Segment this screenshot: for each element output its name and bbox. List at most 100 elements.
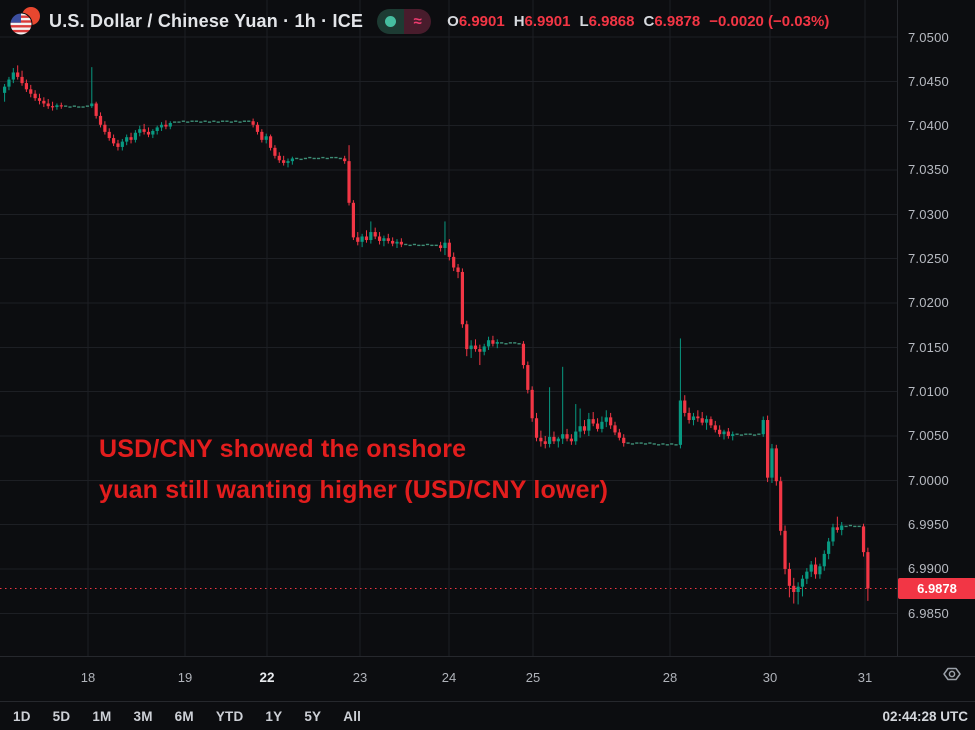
down-candle — [386, 238, 390, 241]
down-candle — [709, 419, 713, 426]
down-candle — [866, 552, 870, 589]
flat-candle-dash — [626, 442, 630, 444]
axis-settings-nut-icon[interactable] — [943, 665, 961, 683]
up-candle — [796, 586, 800, 593]
time-axis-label-22: 22 — [259, 670, 275, 685]
up-candle — [822, 553, 826, 567]
flat-candle-dash — [203, 120, 207, 122]
close-label: C — [643, 12, 655, 30]
flat-candle-dash — [635, 442, 639, 444]
flat-candle-dash — [848, 524, 853, 527]
range-button-All[interactable]: All — [343, 709, 362, 724]
flat-candle-dash — [853, 525, 857, 528]
up-candle — [443, 242, 447, 249]
range-button-1D[interactable]: 1D — [13, 709, 31, 724]
down-candle — [861, 526, 866, 553]
down-candle — [142, 129, 146, 132]
range-button-3M[interactable]: 3M — [133, 709, 153, 724]
symbol-title[interactable]: U.S. Dollar / Chinese Yuan · 1h · ICE — [49, 10, 364, 31]
candlestick-chart[interactable] — [0, 0, 897, 656]
price-axis-label: 6.9900 — [908, 561, 949, 577]
down-candle — [683, 400, 687, 413]
approx-segment[interactable]: ≈ — [404, 8, 432, 34]
down-candle — [164, 124, 168, 127]
down-candle — [526, 365, 530, 390]
down-candle — [260, 131, 264, 140]
up-candle — [704, 419, 709, 423]
flat-candle-dash — [417, 244, 421, 247]
last-price-badge: 6.9878 — [898, 577, 975, 599]
down-candle — [456, 267, 460, 272]
up-candle — [155, 127, 159, 131]
flat-candle-dash — [639, 442, 643, 444]
down-candle — [29, 89, 33, 94]
down-candle — [595, 423, 600, 429]
range-button-5D[interactable]: 5D — [52, 709, 71, 724]
up-candle — [805, 571, 809, 579]
range-button-6M[interactable]: 6M — [174, 709, 194, 724]
price-axis-label: 7.0350 — [908, 162, 949, 178]
up-candle — [369, 232, 373, 241]
flat-candle-dash — [657, 444, 661, 446]
up-candle — [722, 431, 726, 435]
down-candle — [779, 481, 783, 531]
time-axis[interactable]: 18 19 22 23 24 25 28 30 31 — [0, 656, 975, 702]
down-candle — [24, 83, 28, 90]
range-button-1Y[interactable]: 1Y — [265, 709, 283, 724]
down-candle — [521, 343, 526, 366]
indicator-on-segment[interactable] — [377, 8, 405, 34]
flat-candle-dash — [752, 434, 757, 436]
flat-candle-dash — [68, 106, 72, 108]
down-candle — [351, 202, 355, 238]
range-button-5Y[interactable]: 5Y — [304, 709, 322, 724]
up-candle — [548, 436, 552, 444]
flat-candle-dash — [238, 121, 242, 123]
price-axis[interactable]: 6.9878 7.0500 7.0450 7.0400 7.0350 7.0300 7.0… — [897, 0, 975, 656]
flat-candle-dash — [221, 120, 225, 122]
down-candle — [255, 124, 260, 132]
up-candle — [818, 566, 822, 575]
down-candle — [622, 437, 626, 444]
up-candle — [482, 346, 486, 352]
low-value: 6.9868 — [588, 12, 635, 30]
up-candle — [691, 416, 696, 421]
utc-clock[interactable]: 02:44:28 UTC — [882, 709, 968, 724]
down-candle — [268, 136, 273, 148]
down-candle — [129, 137, 133, 140]
up-candle — [159, 124, 164, 128]
down-candle — [59, 105, 63, 107]
down-candle — [726, 431, 730, 436]
down-candle — [116, 143, 120, 147]
down-candle — [391, 240, 395, 244]
flat-candle-dash — [665, 444, 669, 446]
symbol-legend: U.S. Dollar / Chinese Yuan · 1h · ICE ≈ … — [8, 6, 829, 36]
down-candle — [107, 131, 111, 139]
up-candle — [290, 158, 294, 162]
range-button-YTD[interactable]: YTD — [215, 709, 244, 724]
down-candle — [251, 121, 255, 125]
flat-candle-dash — [630, 443, 635, 445]
price-axis-label: 7.0450 — [908, 73, 949, 89]
range-button-1M[interactable]: 1M — [92, 709, 112, 724]
down-candle — [491, 340, 495, 344]
down-candle — [774, 448, 778, 482]
down-candle — [534, 418, 539, 438]
flat-candle-dash — [504, 343, 508, 345]
indicator-toggle[interactable]: ≈ — [377, 8, 432, 34]
down-candle — [700, 418, 704, 423]
flat-candle-dash — [72, 105, 76, 107]
up-candle — [840, 525, 844, 530]
up-candle — [770, 448, 774, 478]
down-candle — [373, 232, 377, 237]
flat-candle-dash — [181, 120, 185, 122]
down-candle — [273, 147, 277, 156]
price-axis-label: 7.0250 — [908, 251, 949, 267]
range-buttons: 1D 5D 1M 3M 6M YTD 1Y 5Y All — [0, 709, 383, 724]
open-label: O — [447, 12, 459, 30]
down-candle — [617, 432, 621, 438]
flat-candle-dash — [312, 157, 316, 160]
down-candle — [94, 103, 98, 116]
flat-candle-dash — [64, 105, 68, 107]
up-candle — [574, 431, 578, 442]
